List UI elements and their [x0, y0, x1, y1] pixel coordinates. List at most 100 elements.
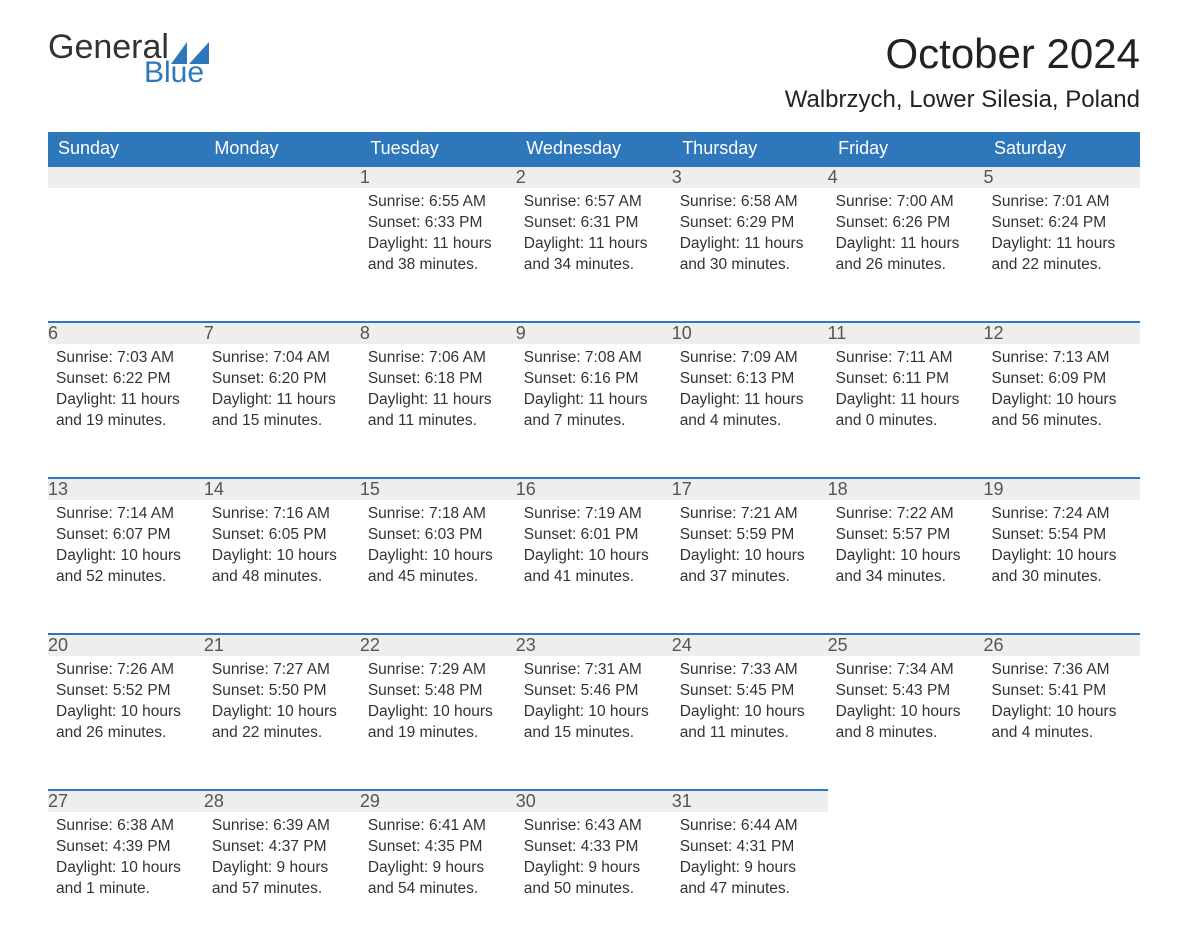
sunset-line: Sunset: 6:31 PM — [524, 213, 664, 234]
day-content: Sunrise: 6:38 AMSunset: 4:39 PMDaylight:… — [48, 812, 204, 918]
day-cell: Sunrise: 7:04 AMSunset: 6:20 PMDaylight:… — [204, 344, 360, 478]
sunset-line: Sunset: 6:22 PM — [56, 369, 196, 390]
sunrise-line: Sunrise: 6:39 AM — [212, 816, 352, 837]
daylight-line: Daylight: 9 hours and 57 minutes. — [212, 858, 352, 900]
day-cell: Sunrise: 6:38 AMSunset: 4:39 PMDaylight:… — [48, 812, 204, 946]
day-cell: Sunrise: 7:27 AMSunset: 5:50 PMDaylight:… — [204, 656, 360, 790]
sunrise-line: Sunrise: 7:06 AM — [368, 348, 508, 369]
day-content: Sunrise: 7:33 AMSunset: 5:45 PMDaylight:… — [672, 656, 828, 762]
day-number: 21 — [204, 634, 360, 656]
day-cell: Sunrise: 7:11 AMSunset: 6:11 PMDaylight:… — [828, 344, 984, 478]
day-cell: Sunrise: 7:08 AMSunset: 6:16 PMDaylight:… — [516, 344, 672, 478]
title-block: October 2024 Walbrzych, Lower Silesia, P… — [785, 30, 1140, 114]
day-cell: Sunrise: 7:22 AMSunset: 5:57 PMDaylight:… — [828, 500, 984, 634]
day-cell: Sunrise: 7:29 AMSunset: 5:48 PMDaylight:… — [360, 656, 516, 790]
day-number: 31 — [672, 790, 828, 812]
sunset-line: Sunset: 6:26 PM — [836, 213, 976, 234]
day-cell: Sunrise: 7:24 AMSunset: 5:54 PMDaylight:… — [984, 500, 1140, 634]
daylight-line: Daylight: 11 hours and 7 minutes. — [524, 390, 664, 432]
sunset-line: Sunset: 6:20 PM — [212, 369, 352, 390]
day-cell: Sunrise: 7:19 AMSunset: 6:01 PMDaylight:… — [516, 500, 672, 634]
daylight-line: Daylight: 10 hours and 56 minutes. — [992, 390, 1132, 432]
calendar-table: SundayMondayTuesdayWednesdayThursdayFrid… — [48, 132, 1140, 946]
sunset-line: Sunset: 4:31 PM — [680, 837, 820, 858]
day-content: Sunrise: 7:06 AMSunset: 6:18 PMDaylight:… — [360, 344, 516, 450]
day-cell: Sunrise: 7:01 AMSunset: 6:24 PMDaylight:… — [984, 188, 1140, 322]
weekday-header: Friday — [828, 132, 984, 166]
sunset-line: Sunset: 5:48 PM — [368, 681, 508, 702]
week-daynum-row: 2728293031 — [48, 790, 1140, 812]
day-cell: Sunrise: 6:43 AMSunset: 4:33 PMDaylight:… — [516, 812, 672, 946]
week-content-row: Sunrise: 6:55 AMSunset: 6:33 PMDaylight:… — [48, 188, 1140, 322]
day-number: 14 — [204, 478, 360, 500]
weekday-header: Thursday — [672, 132, 828, 166]
day-cell: Sunrise: 6:41 AMSunset: 4:35 PMDaylight:… — [360, 812, 516, 946]
week-daynum-row: 12345 — [48, 166, 1140, 188]
day-content: Sunrise: 7:14 AMSunset: 6:07 PMDaylight:… — [48, 500, 204, 606]
day-cell — [984, 812, 1140, 946]
sunset-line: Sunset: 5:46 PM — [524, 681, 664, 702]
sunrise-line: Sunrise: 7:01 AM — [992, 192, 1132, 213]
day-content: Sunrise: 7:27 AMSunset: 5:50 PMDaylight:… — [204, 656, 360, 762]
sunset-line: Sunset: 4:39 PM — [56, 837, 196, 858]
sunset-line: Sunset: 4:33 PM — [524, 837, 664, 858]
day-number: 18 — [828, 478, 984, 500]
day-number: 27 — [48, 790, 204, 812]
day-cell: Sunrise: 7:33 AMSunset: 5:45 PMDaylight:… — [672, 656, 828, 790]
day-cell — [828, 812, 984, 946]
day-cell: Sunrise: 7:06 AMSunset: 6:18 PMDaylight:… — [360, 344, 516, 478]
sunrise-line: Sunrise: 7:03 AM — [56, 348, 196, 369]
sunset-line: Sunset: 5:57 PM — [836, 525, 976, 546]
day-cell: Sunrise: 7:13 AMSunset: 6:09 PMDaylight:… — [984, 344, 1140, 478]
day-number: 22 — [360, 634, 516, 656]
daylight-line: Daylight: 10 hours and 8 minutes. — [836, 702, 976, 744]
day-cell: Sunrise: 6:39 AMSunset: 4:37 PMDaylight:… — [204, 812, 360, 946]
day-number: 10 — [672, 322, 828, 344]
day-cell: Sunrise: 6:58 AMSunset: 6:29 PMDaylight:… — [672, 188, 828, 322]
day-number: 20 — [48, 634, 204, 656]
daylight-line: Daylight: 10 hours and 45 minutes. — [368, 546, 508, 588]
day-content: Sunrise: 7:11 AMSunset: 6:11 PMDaylight:… — [828, 344, 984, 450]
day-content: Sunrise: 7:29 AMSunset: 5:48 PMDaylight:… — [360, 656, 516, 762]
daylight-line: Daylight: 11 hours and 11 minutes. — [368, 390, 508, 432]
sunset-line: Sunset: 6:09 PM — [992, 369, 1132, 390]
day-content: Sunrise: 7:26 AMSunset: 5:52 PMDaylight:… — [48, 656, 204, 762]
daylight-line: Daylight: 10 hours and 48 minutes. — [212, 546, 352, 588]
sunrise-line: Sunrise: 7:11 AM — [836, 348, 976, 369]
sunrise-line: Sunrise: 7:22 AM — [836, 504, 976, 525]
day-cell: Sunrise: 6:57 AMSunset: 6:31 PMDaylight:… — [516, 188, 672, 322]
daylight-line: Daylight: 10 hours and 11 minutes. — [680, 702, 820, 744]
daylight-line: Daylight: 10 hours and 41 minutes. — [524, 546, 664, 588]
week-content-row: Sunrise: 7:03 AMSunset: 6:22 PMDaylight:… — [48, 344, 1140, 478]
day-number-empty — [828, 790, 984, 812]
sunset-line: Sunset: 5:59 PM — [680, 525, 820, 546]
sunrise-line: Sunrise: 7:00 AM — [836, 192, 976, 213]
day-cell: Sunrise: 7:00 AMSunset: 6:26 PMDaylight:… — [828, 188, 984, 322]
day-cell: Sunrise: 6:55 AMSunset: 6:33 PMDaylight:… — [360, 188, 516, 322]
day-number: 8 — [360, 322, 516, 344]
sunrise-line: Sunrise: 7:33 AM — [680, 660, 820, 681]
daylight-line: Daylight: 11 hours and 38 minutes. — [368, 234, 508, 276]
day-content: Sunrise: 6:41 AMSunset: 4:35 PMDaylight:… — [360, 812, 516, 918]
daylight-line: Daylight: 10 hours and 22 minutes. — [212, 702, 352, 744]
daylight-line: Daylight: 10 hours and 19 minutes. — [368, 702, 508, 744]
daylight-line: Daylight: 10 hours and 34 minutes. — [836, 546, 976, 588]
daylight-line: Daylight: 11 hours and 19 minutes. — [56, 390, 196, 432]
daylight-line: Daylight: 10 hours and 52 minutes. — [56, 546, 196, 588]
week-content-row: Sunrise: 7:14 AMSunset: 6:07 PMDaylight:… — [48, 500, 1140, 634]
sunset-line: Sunset: 6:33 PM — [368, 213, 508, 234]
day-content: Sunrise: 6:44 AMSunset: 4:31 PMDaylight:… — [672, 812, 828, 918]
day-cell: Sunrise: 7:21 AMSunset: 5:59 PMDaylight:… — [672, 500, 828, 634]
sunrise-line: Sunrise: 6:55 AM — [368, 192, 508, 213]
sunset-line: Sunset: 5:45 PM — [680, 681, 820, 702]
sunset-line: Sunset: 6:29 PM — [680, 213, 820, 234]
day-number: 15 — [360, 478, 516, 500]
logo-text-blue: Blue — [144, 58, 209, 88]
day-number: 9 — [516, 322, 672, 344]
day-number: 4 — [828, 166, 984, 188]
sunset-line: Sunset: 5:50 PM — [212, 681, 352, 702]
sunrise-line: Sunrise: 6:43 AM — [524, 816, 664, 837]
day-number: 12 — [984, 322, 1140, 344]
sunset-line: Sunset: 5:41 PM — [992, 681, 1132, 702]
day-number: 2 — [516, 166, 672, 188]
